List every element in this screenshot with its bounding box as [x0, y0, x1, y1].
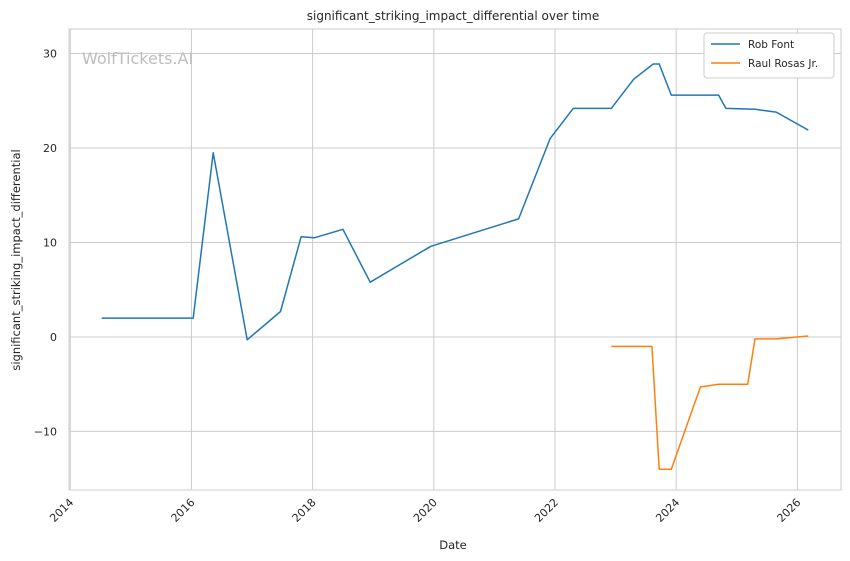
series-line-rob-font: [101, 63, 809, 341]
x-tick-label: 2026: [775, 496, 804, 525]
x-tick-label: 2018: [290, 496, 319, 525]
legend-label-raul-rosas-jr: Raul Rosas Jr.: [748, 58, 818, 70]
legend: Rob Font Raul Rosas Jr.: [703, 32, 835, 79]
x-tick-label: 2022: [532, 496, 561, 525]
x-tick-label: 2024: [653, 496, 682, 525]
legend-label-rob-font: Rob Font: [748, 39, 794, 51]
y-tick-label: 0: [50, 331, 57, 344]
y-axis-label: significant_striking_impact_differential: [9, 149, 23, 370]
x-tick-label: 2014: [47, 496, 76, 525]
y-tick-label: −10: [34, 425, 57, 438]
y-tick-label: 30: [43, 48, 57, 61]
plot-frame: [68, 28, 842, 491]
y-tick-label: 10: [43, 236, 57, 249]
x-tick-label: 2020: [411, 496, 440, 525]
watermark: WolfTickets.AI: [82, 49, 193, 68]
series-line-raul-rosas-jr: [611, 335, 809, 470]
y-tick-label: 20: [43, 142, 57, 155]
x-axis-label: Date: [439, 538, 467, 552]
y-tick-labels: −10 0 10 20 30: [34, 48, 57, 439]
x-tick-label: 2016: [169, 496, 198, 525]
series-layer: [101, 63, 809, 470]
grid: [69, 29, 841, 490]
chart-title: significant_striking_impact_differential…: [307, 9, 599, 23]
x-tick-labels: 2014 2016 2018 2020 2022 2024 2026: [47, 496, 803, 525]
